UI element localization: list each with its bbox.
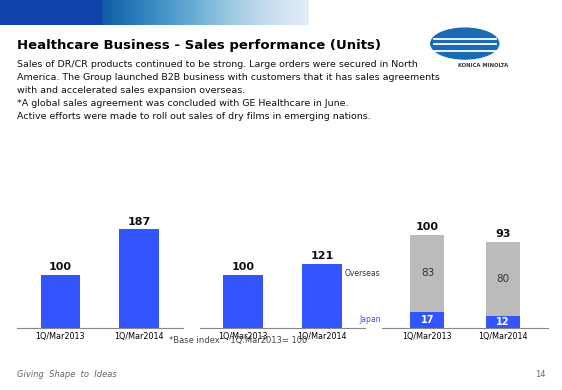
Text: 93: 93 xyxy=(495,229,510,239)
Text: Japan: Japan xyxy=(359,315,380,324)
Bar xyxy=(410,235,445,312)
Text: AeroDR: AeroDR xyxy=(81,188,118,198)
Text: 100: 100 xyxy=(49,262,72,272)
Text: CR(strategic products): CR(strategic products) xyxy=(228,188,337,198)
Text: Giving  Shape  to  Ideas: Giving Shape to Ideas xyxy=(17,370,116,379)
Text: 12: 12 xyxy=(496,317,510,327)
Text: 80: 80 xyxy=(496,274,509,284)
Text: 121: 121 xyxy=(310,252,333,261)
Text: *Base index :  1Q.Mar2013= 100: *Base index : 1Q.Mar2013= 100 xyxy=(169,336,307,345)
Text: 187: 187 xyxy=(128,217,151,227)
Bar xyxy=(302,264,342,328)
Bar xyxy=(40,275,80,328)
Text: 14: 14 xyxy=(534,370,545,379)
Bar xyxy=(486,316,520,328)
Text: 100: 100 xyxy=(416,222,439,232)
Text: 100: 100 xyxy=(232,262,255,272)
Bar xyxy=(309,0,562,25)
Text: Healthcare Business - Sales performance (Units): Healthcare Business - Sales performance … xyxy=(17,39,381,52)
Bar xyxy=(486,242,520,316)
Bar xyxy=(0,0,101,25)
Text: Overseas: Overseas xyxy=(345,269,380,278)
Text: KONICA MINOLTA: KONICA MINOLTA xyxy=(458,64,509,68)
Text: Sales of DR/CR products continued to be strong. Large orders were secured in Nor: Sales of DR/CR products continued to be … xyxy=(17,60,439,121)
Text: 83: 83 xyxy=(421,268,434,278)
Bar xyxy=(410,312,445,328)
Text: Dry films: Dry films xyxy=(443,188,487,198)
Text: 17: 17 xyxy=(420,315,434,325)
Ellipse shape xyxy=(430,28,499,59)
Bar xyxy=(120,229,159,328)
Bar xyxy=(223,275,262,328)
